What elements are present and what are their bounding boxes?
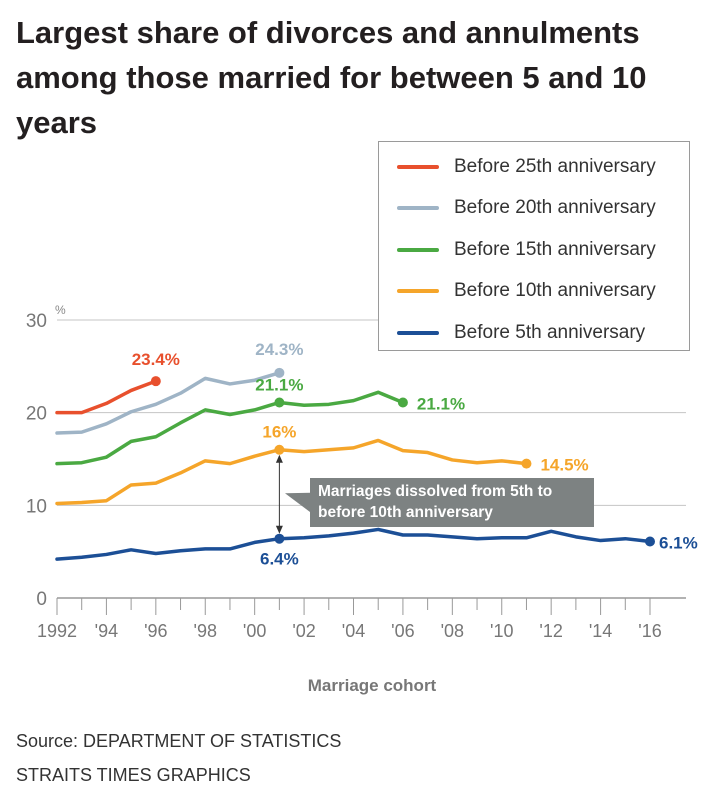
legend-label: Before 10th anniversary bbox=[454, 280, 656, 302]
source-note: Source: DEPARTMENT OF STATISTICS STRAITS… bbox=[16, 724, 341, 792]
data-label: 24.3% bbox=[255, 340, 303, 359]
legend-item: Before 20th anniversary bbox=[379, 188, 689, 230]
series-line-before-10th-anniversary bbox=[55, 438, 529, 506]
y-tick-label: 10 bbox=[26, 496, 47, 517]
legend-label: Before 5th anniversary bbox=[454, 321, 646, 343]
arrowhead-down bbox=[275, 525, 283, 534]
series-line-before-15th-anniversary bbox=[55, 390, 405, 466]
x-axis-label: Marriage cohort bbox=[308, 676, 437, 695]
x-tick-label: '98 bbox=[194, 621, 217, 641]
data-point bbox=[645, 536, 655, 547]
x-tick-label: '00 bbox=[243, 621, 266, 641]
data-label: 21.1% bbox=[255, 375, 303, 394]
x-tick-label: '02 bbox=[292, 621, 315, 641]
legend-item: Before 15th anniversary bbox=[379, 229, 689, 271]
data-point bbox=[274, 444, 285, 455]
chart-title: Largest share of divorces and annulments… bbox=[16, 15, 647, 140]
series-line-before-5th-anniversary bbox=[55, 527, 652, 561]
x-tick-label: '96 bbox=[144, 621, 167, 641]
legend-swatch bbox=[397, 330, 439, 335]
data-point bbox=[274, 397, 285, 408]
x-tick-label: '94 bbox=[95, 621, 118, 641]
x-tick-label: '12 bbox=[539, 621, 562, 641]
legend-item: Before 10th anniversary bbox=[379, 271, 689, 313]
legend-label: Before 15th anniversary bbox=[454, 238, 656, 260]
callout-annotation: Marriages dissolved from 5th to before 1… bbox=[310, 478, 594, 527]
legend-label: Before 20th anniversary bbox=[454, 197, 656, 219]
x-tick-label: '10 bbox=[490, 621, 513, 641]
x-tick-label: '14 bbox=[589, 621, 612, 641]
data-point bbox=[274, 533, 285, 544]
legend-swatch bbox=[397, 206, 439, 211]
data-point bbox=[397, 397, 408, 408]
credit-line: STRAITS TIMES GRAPHICS bbox=[16, 765, 251, 785]
data-label: 14.5% bbox=[540, 456, 588, 475]
x-tick-label: '06 bbox=[391, 621, 414, 641]
y-axis-unit: % bbox=[55, 303, 66, 317]
data-point bbox=[521, 458, 532, 469]
y-tick-label: 30 bbox=[26, 311, 47, 332]
y-tick-label: 20 bbox=[26, 404, 47, 425]
arrowhead-up bbox=[275, 454, 283, 463]
x-tick-label: '08 bbox=[441, 621, 464, 641]
y-tick-label: 0 bbox=[36, 589, 47, 610]
series-line-before-20th-anniversary bbox=[55, 371, 282, 435]
data-label: 6.1% bbox=[659, 533, 698, 552]
x-tick-label: '16 bbox=[638, 621, 661, 641]
x-tick-label: '04 bbox=[342, 621, 365, 641]
legend-swatch bbox=[397, 164, 439, 169]
data-label: 21.1% bbox=[417, 394, 465, 413]
legend-swatch bbox=[397, 247, 439, 252]
data-label: 23.4% bbox=[132, 350, 180, 369]
series-line-before-25th-anniversary bbox=[55, 379, 158, 415]
data-label: 16% bbox=[262, 423, 296, 442]
data-point bbox=[274, 367, 285, 378]
legend: Before 25th anniversary Before 20th anniv… bbox=[378, 141, 690, 351]
legend-swatch bbox=[397, 289, 439, 294]
legend-item: Before 5th anniversary bbox=[379, 312, 689, 354]
legend-item: Before 25th anniversary bbox=[379, 146, 689, 188]
legend-label: Before 25th anniversary bbox=[454, 155, 656, 177]
x-tick-label: 1992 bbox=[37, 621, 77, 641]
source-line: Source: DEPARTMENT OF STATISTICS bbox=[16, 731, 342, 751]
data-label: 6.4% bbox=[260, 550, 299, 569]
data-point bbox=[150, 376, 161, 387]
